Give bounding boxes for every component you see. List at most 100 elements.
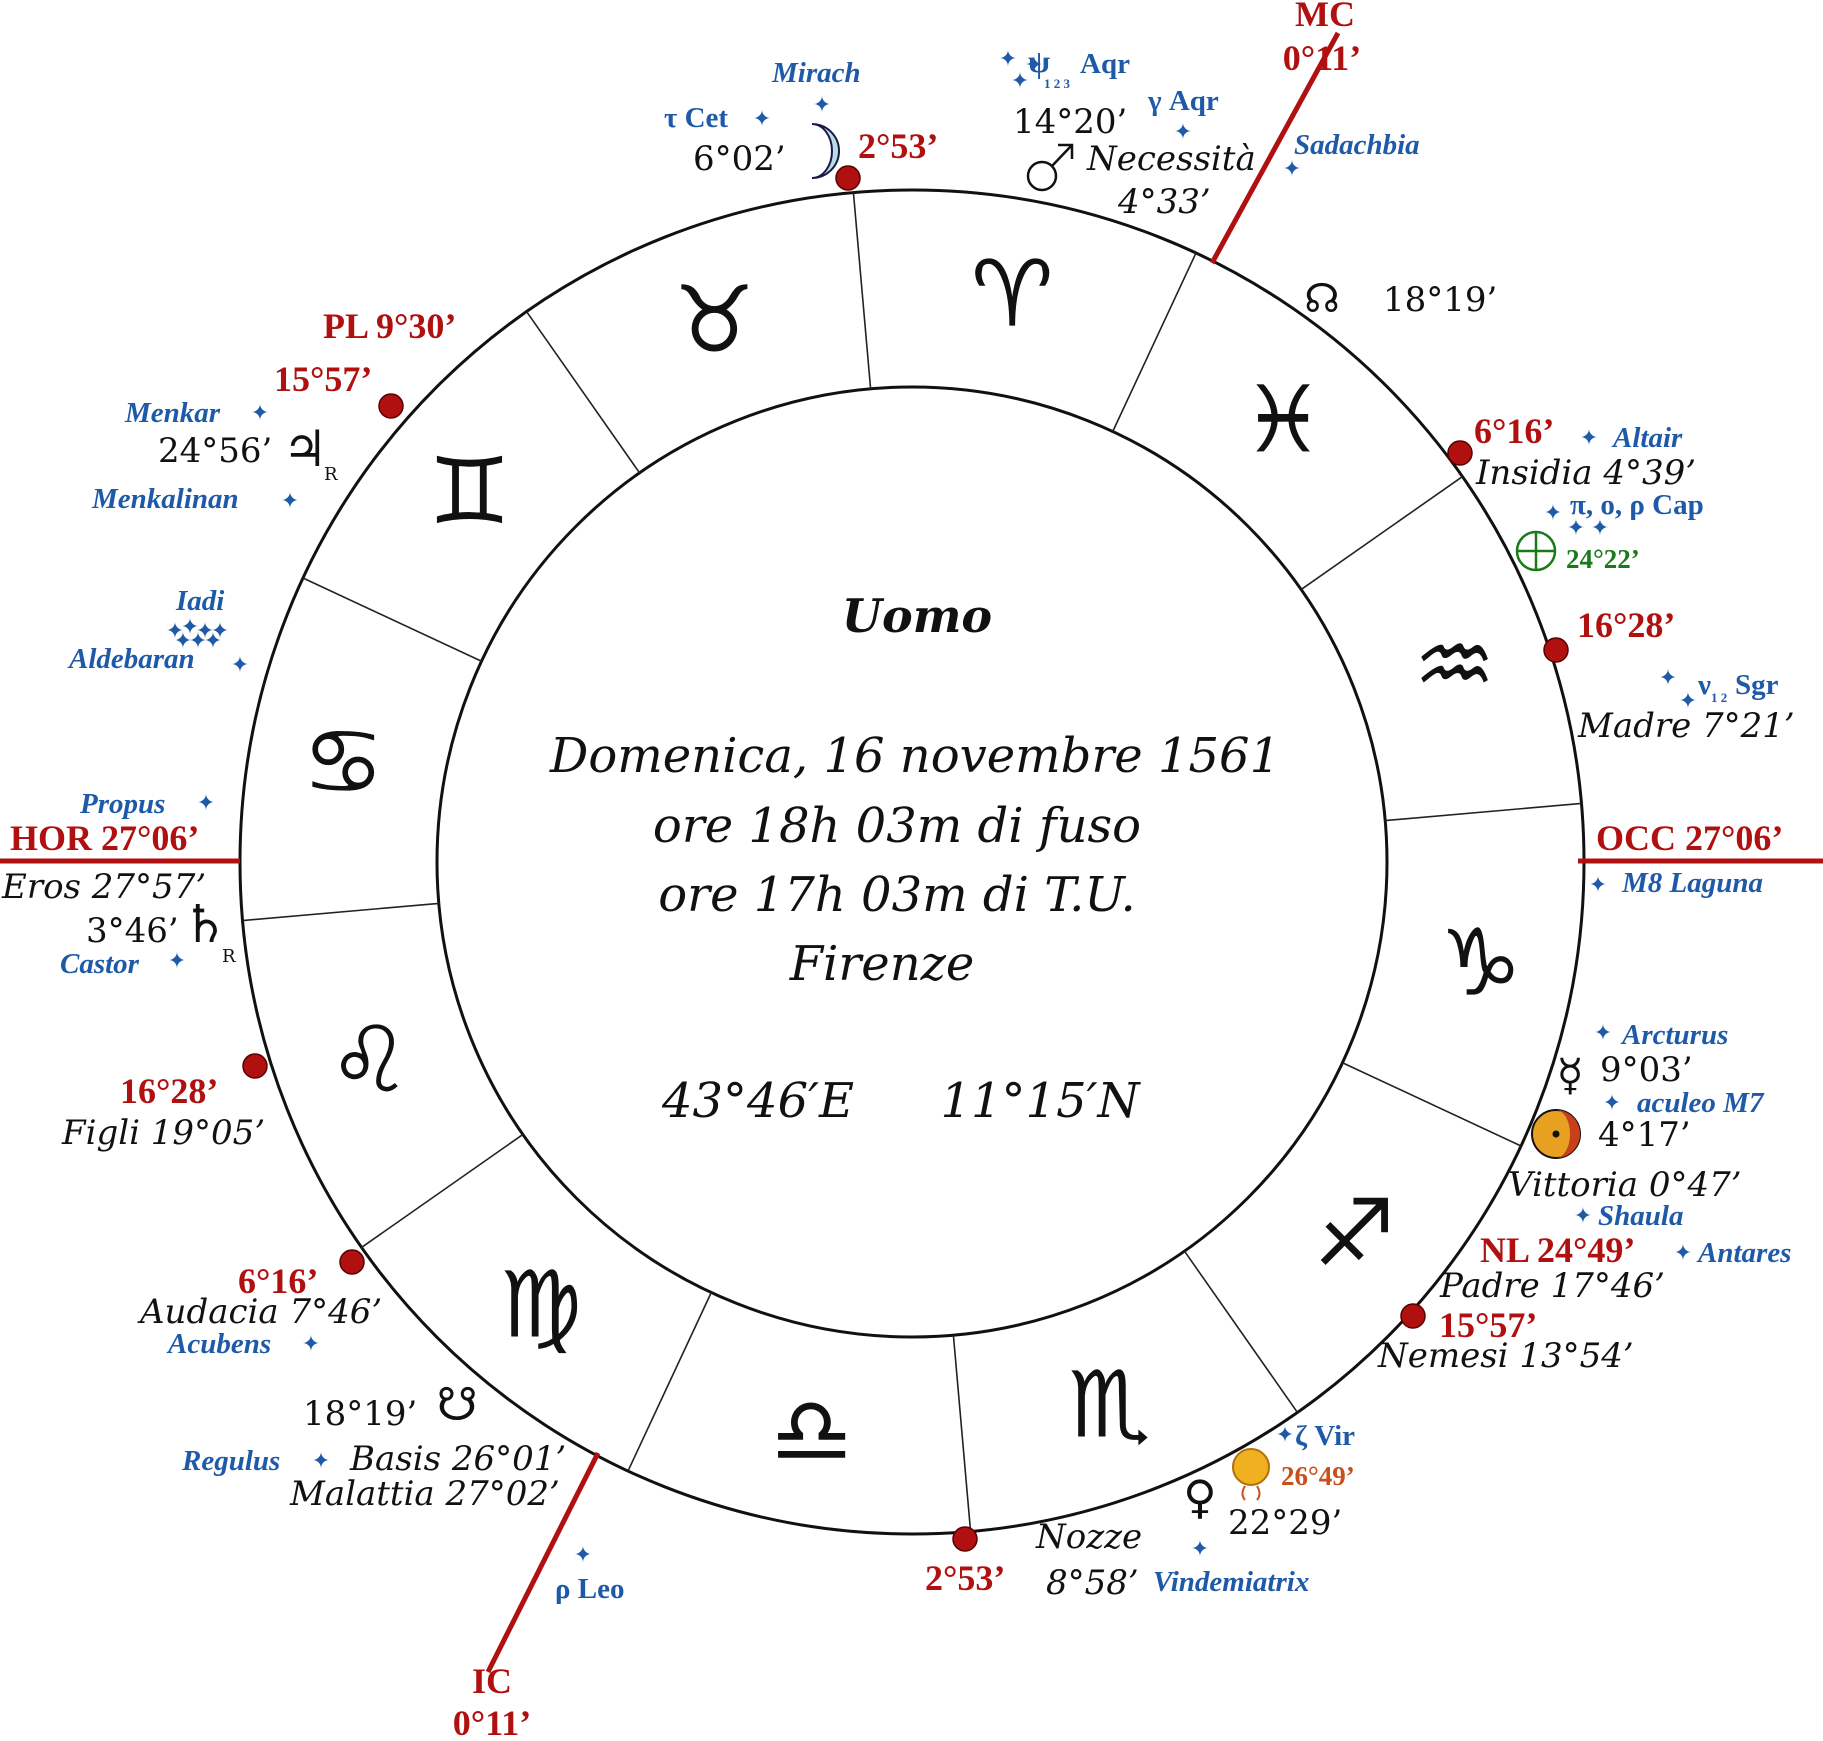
desc-label: OCC 27°06’ [1596,818,1783,858]
star-psi-aqr-psi: ψ [1028,43,1050,79]
star-icon: ✦ [753,107,771,132]
longitude: 43°46′E [661,1073,854,1129]
sun-degree: 4°17’ [1598,1115,1691,1155]
house-divider [852,192,872,389]
star-tau-cet: τ Cet [664,102,728,134]
star-markers: ✦✦✦✦✦✦✦✦✦✦✦✦ ✦✦✦✦✦✦✦✦✦✦✦✦✦✦✦✦✦✦✦✦✦✦✦ [166,47,1697,1568]
uranus-degree: 26°49’ [1281,1461,1355,1491]
libra-sign-icon: ♎ [770,1378,852,1485]
mars-degree: 14°20’ [1013,102,1127,142]
star-icon: ✦ [211,619,229,644]
star-icon: ✦ [204,629,222,654]
aries-sign-icon: ♈ [971,240,1053,347]
star-vindemiatrix: Vindemiatrix [1153,1566,1309,1598]
star-gamma-aqr: γ Aqr [1147,85,1219,117]
venus-degree: 22°29’ [1228,1503,1342,1543]
cusp-15-57-bottom: 15°57’ [1439,1305,1537,1345]
star-nu-sgr-nu: ν [1697,669,1711,701]
nemesi-label: Nemesi 13°54’ [1377,1336,1634,1376]
malattia-label: Malattia 27°02’ [289,1474,560,1514]
star-icon: ✦ [1025,53,1043,78]
star-icon: ✦ [1567,516,1585,541]
uranus-icon [1232,1448,1270,1501]
star-icon: ✦ [196,619,214,644]
star-propus: Propus [79,788,165,820]
cusp-dot [242,1053,268,1079]
aquarius-sign-icon: ♒ [1413,611,1495,718]
chart-title: Uomo [842,589,992,643]
star-rho-leo: ρ Leo [555,1573,624,1605]
star-icon: ✦ [999,47,1017,72]
outer-ring [238,188,1586,1536]
birth-date: Domenica, 16 novembre 1561 [549,728,1280,784]
star-icon: ✦ [1591,516,1609,541]
house-divider [1300,475,1463,591]
saturn-icon: ♄ [182,895,229,955]
cusp-dot [1400,1303,1426,1329]
sagittarius-sign-icon: ♐ [1313,1180,1395,1287]
star-icon: ✦ [312,1449,330,1474]
ut-time: ore 17h 03m di T.U. [658,867,1135,923]
cusp-dot [1447,440,1473,466]
cusp-dot [835,165,861,191]
star-icon: ✦ [813,93,831,118]
pl-label: PL 9°30’ [323,306,456,346]
taurus-sign-icon: ♉ [673,266,755,373]
saturn-retrograde-mark: R [222,946,236,967]
jupiter-icon: ♃ [283,420,328,478]
star-icon: ✦ [251,401,269,426]
house-divider [1342,1062,1522,1147]
necessita-degree: 4°33’ [1117,182,1211,222]
venus-icon: ♀ [1183,1470,1217,1524]
star-arcturus: Arcturus [1620,1019,1728,1051]
gemini-sign-icon: ♊ [428,438,510,545]
fortuna-degree: 24°22’ [1566,544,1640,574]
star-icon: ✦ [181,615,199,640]
star-icon: ✦ [168,949,186,974]
angle-labels: MC 0°11’ IC 0°11’ HOR 27°06’ OCC 27°06’ [10,0,1783,1741]
cusp-dot [378,393,404,419]
star-acubens: Acubens [166,1328,271,1360]
house-divider [361,1133,524,1249]
star-icon: ✦ [1679,689,1697,714]
cusp-16-28-right: 16°28’ [1577,605,1675,645]
north-node-degree: 18°19’ [1383,280,1497,320]
star-castor: Castor [60,948,140,980]
cusp-16-28-left: 16°28’ [120,1071,218,1111]
star-icon: ✦ [574,1543,592,1568]
capricorn-sign-icon: ♑ [1439,909,1521,1016]
star-regulus: Regulus [181,1445,280,1477]
star-icon: ✦ [197,791,215,816]
audacia-label: Audacia 7°46’ [137,1292,382,1332]
star-icon: ✦ [166,619,184,644]
star-antares: Antares [1696,1237,1791,1269]
cusp-6-16-right: 6°16’ [1474,411,1554,451]
virgo-sign-icon: ♍ [500,1251,582,1358]
vittoria-label: Vittoria 0°47’ [1508,1165,1742,1205]
star-icon: ✦ [189,629,207,654]
star-iadi: Iadi [175,585,224,617]
saturn-degree: 3°46’ [86,911,179,951]
star-icon: ✦ [1276,1423,1294,1448]
star-shaula: Shaula [1598,1200,1683,1232]
cusp-dot [339,1249,365,1275]
local-time: ore 18h 03m di fuso [653,798,1141,854]
south-node-icon: ☋ [437,1377,478,1431]
cusp-dot [952,1526,978,1552]
star-icon: ✦ [281,489,299,514]
mars-icon [1026,143,1074,192]
mc-value: 0°11’ [1283,38,1361,78]
asc-label: HOR 27°06’ [10,818,199,858]
house-dividers [242,192,1582,1532]
star-icon: ✦ [1574,1204,1592,1229]
necessita-label: Necessità [1086,139,1256,179]
cusp-2-53-top: 2°53’ [858,126,938,166]
star-altair: Altair [1611,422,1683,454]
south-node-degree: 18°19’ [303,1394,417,1434]
sun-icon [1531,1109,1581,1159]
nl-label: NL 24°49’ [1480,1230,1635,1270]
north-node-icon: ☊ [1304,276,1340,322]
star-icon: ✦ [1174,120,1192,145]
inner-ring [435,385,1389,1339]
